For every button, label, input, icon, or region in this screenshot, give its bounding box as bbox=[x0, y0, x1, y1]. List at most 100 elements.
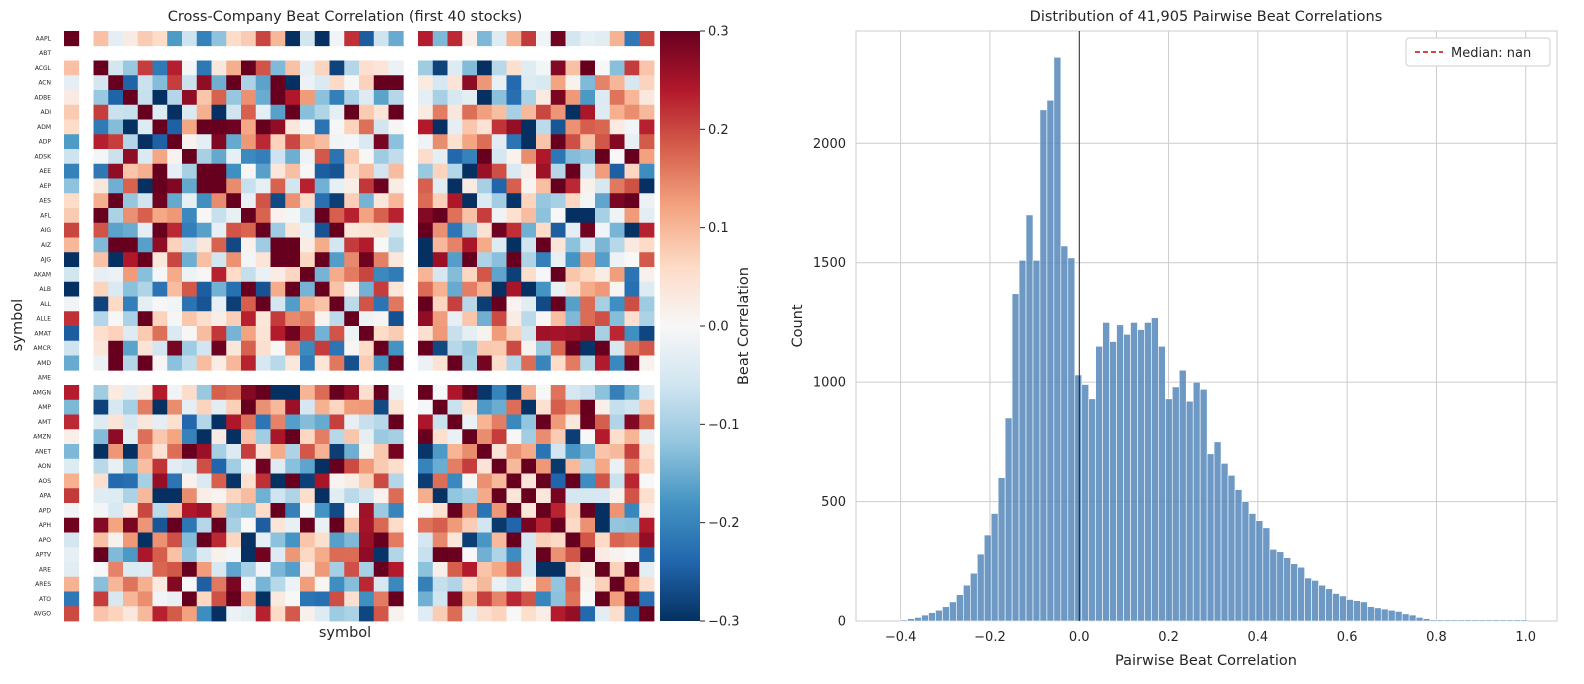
heatmap-cell bbox=[226, 326, 242, 342]
heatmap-cell bbox=[388, 119, 404, 135]
heatmap-cell bbox=[152, 252, 168, 268]
heatmap-cell bbox=[595, 503, 611, 519]
heatmap-cell bbox=[285, 119, 301, 135]
heatmap-x-axis-label: symbol bbox=[319, 625, 371, 641]
histogram-bar bbox=[1081, 384, 1090, 622]
heatmap-cell bbox=[108, 385, 124, 401]
heatmap-cell bbox=[595, 414, 611, 430]
heatmap-cell bbox=[565, 178, 581, 194]
heatmap-cell bbox=[506, 252, 522, 268]
heatmap-cell bbox=[344, 252, 360, 268]
heatmap-cell bbox=[373, 532, 389, 548]
heatmap-cell bbox=[418, 222, 434, 238]
heatmap-cell bbox=[462, 252, 478, 268]
heatmap-cell bbox=[447, 104, 463, 120]
heatmap-cell bbox=[432, 532, 448, 548]
x-tick-label: 0.4 bbox=[1248, 630, 1269, 645]
heatmap-cell bbox=[108, 60, 124, 76]
heatmap-cell bbox=[447, 75, 463, 91]
histogram-bar bbox=[1088, 398, 1096, 622]
heatmap-cell bbox=[152, 193, 168, 209]
histogram-bar bbox=[1283, 557, 1292, 622]
heatmap-cell bbox=[226, 104, 242, 120]
heatmap-cell bbox=[359, 429, 375, 445]
heatmap-cell bbox=[64, 517, 80, 533]
heatmap-cell bbox=[300, 562, 316, 578]
heatmap-cell bbox=[344, 60, 360, 76]
heatmap-cell bbox=[432, 355, 448, 371]
heatmap-cell bbox=[270, 473, 286, 489]
heatmap-cell bbox=[226, 281, 242, 297]
heatmap-cell bbox=[255, 267, 271, 283]
heatmap-cell bbox=[196, 134, 212, 150]
heatmap-cell bbox=[255, 60, 271, 76]
heatmap-row-tick-label: AMT bbox=[38, 419, 51, 426]
heatmap-cell bbox=[196, 75, 212, 91]
heatmap-cell bbox=[639, 414, 655, 430]
heatmap-cell bbox=[595, 75, 611, 91]
heatmap-cell bbox=[624, 385, 640, 401]
heatmap-cell bbox=[359, 119, 375, 135]
heatmap-cell bbox=[137, 488, 153, 504]
heatmap-cell bbox=[359, 208, 375, 224]
heatmap-cell bbox=[388, 517, 404, 533]
heatmap-cell bbox=[270, 399, 286, 415]
heatmap-cell bbox=[491, 488, 507, 504]
heatmap-cell bbox=[300, 591, 316, 607]
heatmap-cell bbox=[477, 90, 493, 106]
heatmap-cell bbox=[123, 119, 139, 135]
heatmap-cell bbox=[329, 399, 345, 415]
heatmap-cell bbox=[196, 237, 212, 253]
heatmap-cell bbox=[373, 385, 389, 401]
heatmap-cell bbox=[565, 31, 581, 47]
heatmap-cell bbox=[491, 252, 507, 268]
heatmap-cell bbox=[491, 75, 507, 91]
heatmap-cell bbox=[211, 222, 227, 238]
heatmap-cell bbox=[491, 90, 507, 106]
heatmap-cell bbox=[595, 222, 611, 238]
heatmap-cell bbox=[241, 591, 257, 607]
heatmap-cell bbox=[536, 532, 552, 548]
heatmap-cell bbox=[300, 208, 316, 224]
heatmap-cell bbox=[93, 340, 109, 356]
heatmap-cell bbox=[300, 517, 316, 533]
histogram-bar bbox=[1158, 345, 1166, 622]
heatmap-cell bbox=[373, 458, 389, 474]
histogram-bar bbox=[1116, 324, 1124, 622]
heatmap-cell bbox=[196, 355, 212, 371]
heatmap-cell bbox=[550, 606, 566, 622]
heatmap-cell bbox=[137, 60, 153, 76]
y-tick-label: 1000 bbox=[813, 376, 846, 391]
heatmap-cell bbox=[595, 562, 611, 578]
heatmap-cell bbox=[137, 90, 153, 106]
heatmap-cell bbox=[255, 606, 271, 622]
heatmap-cell bbox=[211, 119, 227, 135]
heatmap-cell bbox=[506, 562, 522, 578]
heatmap-cell bbox=[329, 591, 345, 607]
heatmap-cell bbox=[211, 562, 227, 578]
heatmap-cell bbox=[359, 104, 375, 120]
heatmap-cell bbox=[152, 326, 168, 342]
heatmap-cell bbox=[373, 429, 389, 445]
heatmap-cell bbox=[137, 163, 153, 179]
heatmap-cell bbox=[506, 503, 522, 519]
heatmap-cell bbox=[314, 414, 330, 430]
heatmap-cell bbox=[344, 311, 360, 327]
heatmap-cell bbox=[639, 237, 655, 253]
heatmap-cell bbox=[521, 134, 537, 150]
heatmap-cell bbox=[167, 355, 183, 371]
heatmap-cell bbox=[565, 222, 581, 238]
heatmap-cell bbox=[329, 576, 345, 592]
heatmap-cell bbox=[123, 547, 139, 563]
heatmap-cell bbox=[64, 591, 80, 607]
heatmap-cell bbox=[137, 473, 153, 489]
heatmap-cell bbox=[123, 488, 139, 504]
histogram-bar bbox=[990, 513, 999, 622]
heatmap-cell bbox=[152, 119, 168, 135]
histogram-bar bbox=[1011, 293, 1020, 622]
heatmap-cell bbox=[182, 503, 198, 519]
heatmap-cell bbox=[432, 576, 448, 592]
histogram-bar bbox=[1408, 614, 1417, 622]
heatmap-cell bbox=[595, 547, 611, 563]
